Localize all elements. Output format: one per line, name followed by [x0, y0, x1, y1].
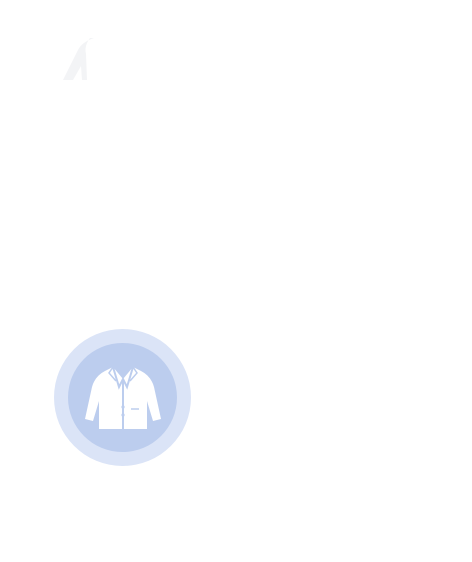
logo-fragment-icon [63, 38, 94, 80]
decorative-mark [60, 36, 100, 82]
category-badge[interactable] [54, 329, 191, 466]
jacket-icon [83, 363, 163, 433]
category-badge-inner [68, 343, 177, 452]
